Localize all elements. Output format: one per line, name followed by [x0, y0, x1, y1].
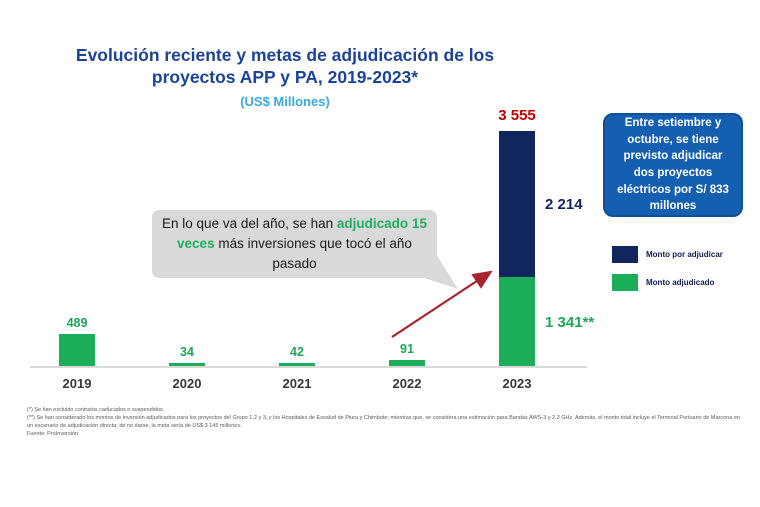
legend-swatch-green — [612, 274, 638, 291]
legend-label: Monto por adjudicar — [646, 250, 723, 259]
value-label-2021: 42 — [290, 345, 304, 359]
legend-item-por-adjudicar: Monto por adjudicar — [612, 246, 723, 263]
bar-2021-adjudicado — [279, 363, 315, 366]
bar-2023-por-adjudicar — [499, 131, 535, 277]
bar-2020-adjudicado — [169, 363, 205, 366]
x-axis-label-2021: 2021 — [282, 376, 312, 391]
annotation-bubble: En lo que va del año, se han adjudicado … — [152, 210, 437, 278]
x-axis-label-2022: 2022 — [392, 376, 422, 391]
x-axis — [30, 366, 587, 368]
annotation-text: En lo que va del año, se han adjudicado … — [162, 215, 427, 272]
bar-2023-adjudicado — [499, 277, 535, 366]
segment-label-adjudicado: 1 341** — [545, 313, 595, 331]
segment-label-por-adjudicar: 2 214 — [545, 196, 583, 213]
bar-2022-adjudicado — [389, 360, 425, 366]
value-label-2022: 91 — [400, 342, 414, 356]
value-label-2020: 34 — [180, 345, 194, 359]
x-axis-label-2023: 2023 — [502, 376, 532, 391]
chart-subtitle: (US$ Millones) — [240, 94, 330, 109]
plot-area: 489 2019 34 2020 42 2021 91 2022 2023 3 555 2 214 1… — [30, 100, 594, 391]
chart-title: Evolución reciente y metas de adjudicaci… — [75, 45, 495, 88]
footnote-2: (**) Se han considerado los montos de in… — [27, 414, 740, 429]
projection-callout-text: Entre setiembre y octubre, se tiene prev… — [617, 116, 729, 213]
x-axis-label-2020: 2020 — [172, 376, 202, 391]
legend: Monto por adjudicar Monto adjudicado — [612, 246, 723, 302]
footnote-source: Fuente: ProInversión — [27, 430, 79, 437]
x-axis-label-2019: 2019 — [62, 376, 92, 391]
bar-2019-adjudicado — [59, 334, 95, 366]
legend-item-adjudicado: Monto adjudicado — [612, 274, 723, 291]
total-label-2023: 3 555 — [498, 107, 536, 124]
value-label-2019: 489 — [66, 316, 88, 330]
footnotes: (*) Se han excluido contratos caducados … — [27, 407, 745, 439]
footnote-1: (*) Se han excluido contratos caducados … — [27, 407, 165, 413]
legend-label: Monto adjudicado — [646, 278, 715, 287]
legend-swatch-navy — [612, 246, 638, 263]
annotation-highlight: adjudicado 15 veces — [177, 215, 427, 251]
projection-callout: Entre setiembre y octubre, se tiene prev… — [603, 113, 743, 217]
